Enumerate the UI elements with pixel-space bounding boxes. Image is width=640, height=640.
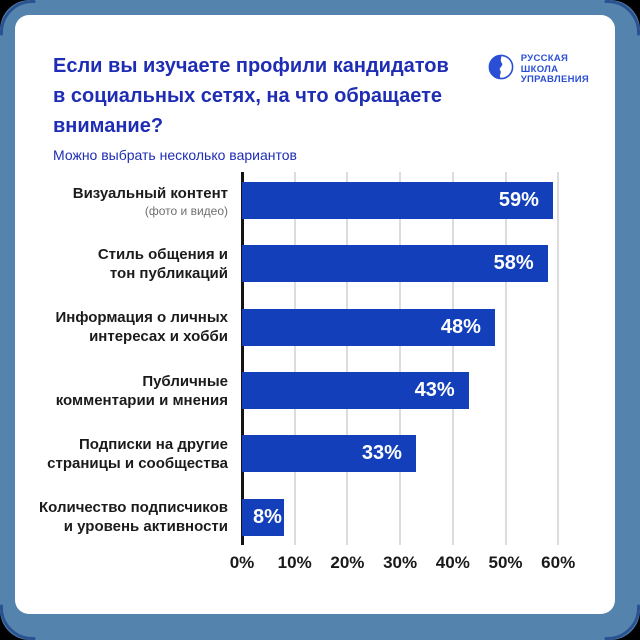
category-label-line: Публичные <box>142 372 228 390</box>
chart-rows: Визуальный контент (фото и видео) 59% Стиль… <box>30 169 600 549</box>
category-label: Визуальный контент (фото и видео) <box>30 184 242 218</box>
category-label-line: интересах и хобби <box>89 328 228 346</box>
x-tick-label: 20% <box>330 553 365 572</box>
category-label-line: Подписки на другие <box>79 435 228 453</box>
content-card: Если вы изучаете профили кандидатов в соц… <box>15 15 615 614</box>
category-label: Подписки на другие страницы и сообщества <box>30 435 242 473</box>
data-bar: 59% <box>242 182 553 220</box>
data-bar: 8% <box>242 498 285 536</box>
chart-row: Визуальный контент (фото и видео) 59% <box>30 169 600 232</box>
x-tick-label: 0% <box>229 553 255 572</box>
gridline <box>557 172 560 545</box>
logo-line: ШКОЛА <box>520 63 559 75</box>
chart-row: Публичные комментарии и мнения 43% <box>30 359 600 422</box>
page-title-line: Если вы изучаете профили кандидатов <box>53 55 449 77</box>
bar-value-label: 48% <box>440 315 481 338</box>
page-title-line: в социальных сетях, на что обращаете <box>53 85 443 107</box>
gridline <box>293 172 296 545</box>
page-title: Если вы изучаете профили кандидатов в соц… <box>53 51 449 141</box>
x-tick-label: 40% <box>435 553 470 572</box>
bar-value-label: 58% <box>493 252 534 275</box>
category-label: Стиль общения и тон публикаций <box>30 245 242 283</box>
category-label-line: комментарии и мнения <box>55 391 228 409</box>
gridline <box>346 172 349 545</box>
gridline <box>451 172 454 545</box>
category-label-line: Визуальный контент <box>72 184 228 202</box>
y-axis-line <box>241 172 244 545</box>
category-label: Количество подписчиков и уровень активнос… <box>30 498 242 536</box>
category-label-line: тон публикаций <box>109 264 228 282</box>
x-tick-label: 60% <box>541 553 576 572</box>
chart-subtitle: Можно выбрать несколько вариантов <box>53 147 297 163</box>
category-label: Информация о личных интересах и хобби <box>30 308 242 346</box>
title-block: Если вы изучаете профили кандидатов в соц… <box>53 51 449 163</box>
data-bar: 58% <box>242 245 548 283</box>
chart-row: Количество подписчиков и уровень активнос… <box>30 485 600 548</box>
header: Если вы изучаете профили кандидатов в соц… <box>15 15 615 163</box>
bar-track: 43% <box>242 372 600 410</box>
bar-value-label: 8% <box>253 505 282 528</box>
category-label-line: страницы и сообщества <box>47 454 228 472</box>
company-logo: РУССКАЯ ШКОЛА УПРАВЛЕНИЯ <box>488 53 589 86</box>
globe-face-icon <box>488 54 514 85</box>
bar-track: 33% <box>242 435 600 473</box>
category-label-line: Стиль общения и <box>97 245 228 263</box>
chart-row: Информация о личных интересах и хобби 48% <box>30 296 600 359</box>
bar-value-label: 43% <box>414 379 455 402</box>
gridline <box>504 172 507 545</box>
chart-row: Стиль общения и тон публикаций 58% <box>30 232 600 295</box>
chart-gridlines <box>241 172 600 545</box>
x-tick-label: 30% <box>383 553 418 572</box>
data-bar: 33% <box>242 435 416 473</box>
bar-track: 58% <box>242 245 600 283</box>
data-bar: 43% <box>242 372 469 410</box>
x-axis-ticks: 0% 10% 20% 30% 40% 50% 60% <box>230 551 600 575</box>
logo-line: РУССКАЯ <box>520 53 569 64</box>
bar-track: 8% <box>242 498 600 536</box>
category-label-line: и уровень активности <box>63 518 228 536</box>
category-label: Публичные комментарии и мнения <box>30 372 242 410</box>
gridline <box>399 172 402 545</box>
category-label-line: Информация о личных <box>55 309 229 327</box>
bar-track: 48% <box>242 308 600 346</box>
x-tick-label: 10% <box>277 553 312 572</box>
category-sublabel: (фото и видео) <box>144 203 228 218</box>
bar-value-label: 33% <box>361 442 402 465</box>
bar-value-label: 59% <box>498 189 539 212</box>
bar-chart: Визуальный контент (фото и видео) 59% Стиль… <box>30 169 600 572</box>
chart-row: Подписки на другие страницы и сообщества 3… <box>30 422 600 485</box>
x-tick-label: 50% <box>488 553 523 572</box>
page-title-line: внимание? <box>53 115 164 137</box>
logo-wordmark: РУССКАЯ ШКОЛА УПРАВЛЕНИЯ <box>520 53 589 86</box>
data-bar: 48% <box>242 308 495 346</box>
category-label-line: Количество подписчиков <box>39 499 228 517</box>
logo-line: УПРАВЛЕНИЯ <box>520 74 589 85</box>
bar-track: 59% <box>242 182 600 220</box>
